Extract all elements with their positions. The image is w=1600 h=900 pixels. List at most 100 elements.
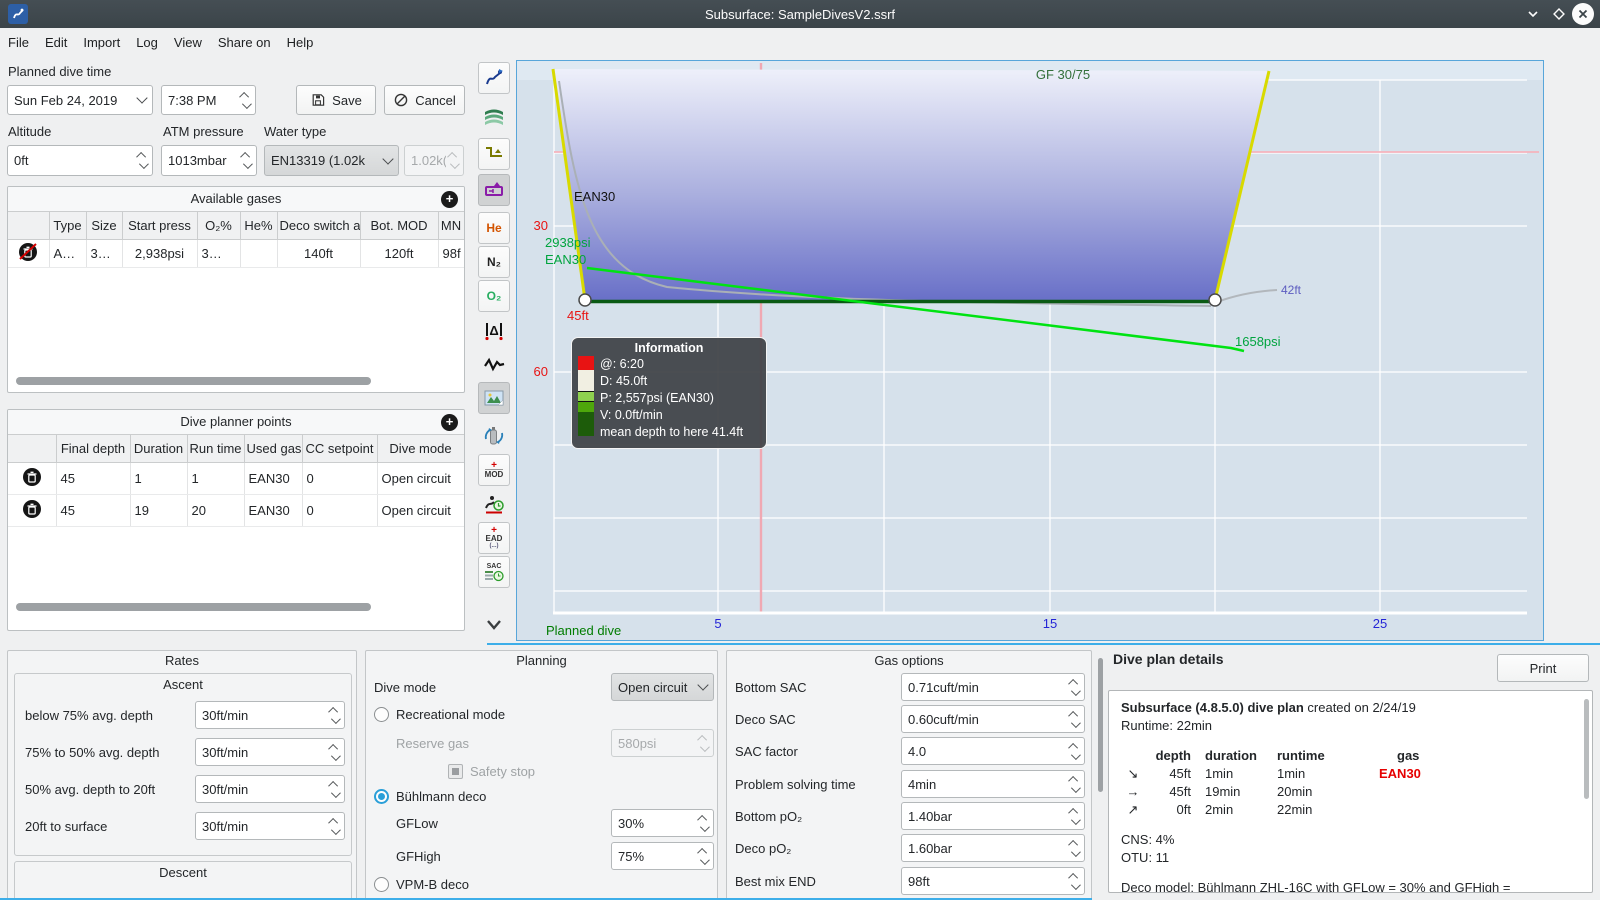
plan-text-scrollbar[interactable] [1584,699,1589,799]
sac-icon[interactable]: SAC [478,556,510,588]
point-cc-setpoint[interactable]: 0 [302,462,378,495]
point-run-time[interactable]: 1 [187,462,245,495]
col-duration[interactable]: Duration [130,434,188,463]
gas-mn[interactable]: 98f [438,239,464,268]
date-picker[interactable]: Sun Feb 24, 2019 [7,85,153,115]
point-final-depth[interactable]: 45 [56,462,131,495]
rate-spinner[interactable]: 30ft/min [195,775,345,803]
rate-spinner[interactable]: 30ft/min [195,701,345,729]
option-spinner[interactable]: 0.71cuft/min [901,673,1085,701]
minimize-button[interactable] [1522,3,1544,25]
option-spinner[interactable]: 98ft [901,867,1085,895]
col-deco-switch[interactable]: Deco switch at [277,211,361,240]
point-used-gas[interactable]: EAN30 [244,462,303,495]
time-spinner[interactable]: 7:38 PM [161,85,256,115]
gas-type[interactable]: A… [49,239,87,268]
point-dive-mode[interactable]: Open circuit [377,494,464,527]
dive-computer-icon[interactable] [478,62,510,94]
buhlmann-deco-radio[interactable] [374,789,389,804]
gas-deco-switch[interactable]: 140ft [277,239,361,268]
col-bot-mod[interactable]: Bot. MOD [360,211,439,240]
gflow-spinner[interactable]: 30% [611,809,714,837]
gas-change-icon[interactable] [478,420,510,452]
splitter-accent-line[interactable] [487,643,1600,645]
rate-spinner[interactable]: 30ft/min [195,738,345,766]
menu-log[interactable]: Log [136,35,158,50]
photo-icon[interactable] [478,382,510,414]
add-point-button[interactable]: + [441,414,458,431]
point-row[interactable]: 45 19 20 EAN30 0 Open circuit [8,494,464,527]
col-used-gas[interactable]: Used gas [244,434,303,463]
close-button[interactable] [1572,3,1594,25]
gas-row[interactable]: A… 3… 2,938psi 3… 140ft 120ft 98f [8,239,464,268]
altitude-spinner[interactable]: 0ft [7,145,153,176]
point-used-gas[interactable]: EAN30 [244,494,303,527]
menu-import[interactable]: Import [83,35,121,50]
rate-spinner[interactable]: 30ft/min [195,812,345,840]
gas-he[interactable] [240,239,278,268]
point-run-time[interactable]: 20 [187,494,245,527]
maximize-button[interactable] [1548,3,1570,25]
spin-arrows-icon[interactable] [240,151,253,170]
gas-bot-mod[interactable]: 120ft [360,239,439,268]
menu-share-on[interactable]: Share on [217,35,271,50]
tissue-delta-icon[interactable]: Δ [478,314,510,346]
point-dive-mode[interactable]: Open circuit [377,462,464,495]
col-start-press[interactable]: Start press [122,211,198,240]
col-run-time[interactable]: Run time [187,434,245,463]
spin-arrows-icon[interactable] [239,91,252,109]
add-gas-button[interactable]: + [441,191,458,208]
menu-view[interactable]: View [173,35,202,50]
option-spinner[interactable]: 4.0 [901,737,1085,765]
col-dive-mode[interactable]: Dive mode [377,434,464,463]
menu-file[interactable]: File [8,35,29,50]
mod-icon[interactable]: + MOD [478,454,510,486]
col-cc-setpoint[interactable]: CC setpoint [302,434,378,463]
col-final-depth[interactable]: Final depth [56,434,131,463]
gases-horizontal-scrollbar[interactable] [16,377,371,385]
delete-point-icon[interactable] [21,498,43,520]
point-duration[interactable]: 19 [130,494,188,527]
recreational-mode-radio[interactable] [374,707,389,722]
water-type-combo[interactable]: EN13319 (1.02k [264,145,399,176]
col-size[interactable]: Size [86,211,123,240]
dive-mode-combo[interactable]: Open circuit [611,673,714,701]
col-type[interactable]: Type [49,211,87,240]
dive-plan-text[interactable]: Subsurface (4.8.5.0) dive plan created o… [1108,690,1593,893]
o2-graph-icon[interactable]: O₂ [478,280,510,312]
col-o2[interactable]: O₂% [197,211,241,240]
point-row[interactable]: 45 1 1 EAN30 0 Open circuit [8,462,464,495]
gas-start-press[interactable]: 2,938psi [122,239,198,268]
measure-tool-icon[interactable] [478,174,510,206]
waypoint-handle[interactable] [1208,293,1222,307]
save-button[interactable]: Save [296,85,376,115]
option-spinner[interactable]: 0.60cuft/min [901,705,1085,733]
toolbar-scroll-down-icon[interactable] [478,608,510,640]
option-spinner[interactable]: 4min [901,770,1085,798]
he-graph-icon[interactable]: He [478,212,510,244]
vpmb-deco-radio[interactable] [374,877,389,892]
spin-arrows-icon[interactable] [136,151,149,170]
n2-graph-icon[interactable]: N₂ [478,246,510,278]
delete-point-icon[interactable] [21,466,43,488]
points-horizontal-scrollbar[interactable] [16,603,371,611]
dive-time-icon[interactable] [478,488,510,520]
point-final-depth[interactable]: 45 [56,494,131,527]
menu-edit[interactable]: Edit [44,35,68,50]
menu-help[interactable]: Help [286,35,314,50]
col-mn[interactable]: MN [438,211,464,240]
option-spinner[interactable]: 1.40bar [901,802,1085,830]
option-spinner[interactable]: 1.60bar [901,834,1085,862]
ead-icon[interactable]: + EAD (...) [478,522,510,554]
waypoint-handle[interactable] [578,293,592,307]
col-he[interactable]: He% [240,211,278,240]
salinity-waves-icon[interactable] [478,100,510,132]
point-duration[interactable]: 1 [130,462,188,495]
bottom-area-vertical-scrollbar[interactable] [1098,658,1103,792]
print-button[interactable]: Print [1497,654,1589,682]
average-depth-icon[interactable] [478,138,510,170]
gfhigh-spinner[interactable]: 75% [611,842,714,870]
dive-profile-chart[interactable]: GF 30/75 EAN30 30 60 2938psi EAN30 45ft … [516,60,1544,641]
heart-rate-icon[interactable] [478,348,510,380]
cancel-button[interactable]: Cancel [384,85,465,115]
